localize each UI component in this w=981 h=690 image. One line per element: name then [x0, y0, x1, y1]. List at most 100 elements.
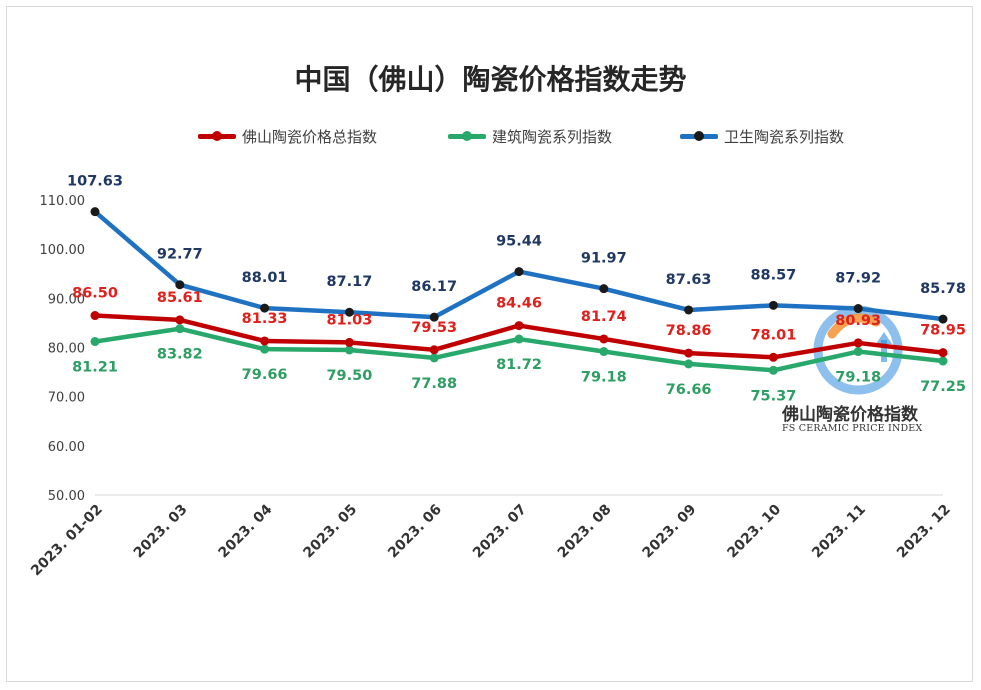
y-tick-label: 100.00 [40, 243, 86, 258]
data-label-sanitary: 86.17 [411, 279, 457, 295]
legend-item-sanitary: 卫生陶瓷系列指数 [678, 124, 844, 148]
data-point-sanitary [90, 207, 100, 217]
legend-swatch-total [196, 124, 238, 148]
y-axis: 50.00 60.00 70.00 80.00 90.00 100.00 110.00 [40, 194, 86, 504]
data-label-sanitary: 85.78 [920, 281, 966, 297]
y-tick-label: 110.00 [40, 194, 86, 209]
data-label-total: 81.33 [242, 311, 288, 327]
data-label-building: 81.72 [496, 357, 542, 373]
data-point-total [344, 337, 354, 347]
x-tick-label: 2023. 11 [809, 502, 869, 562]
data-label-layer: 81.21 83.82 79.66 79.50 77.88 81.72 79.18 76.66… [67, 174, 966, 405]
legend-item-building: 建筑陶瓷系列指数 [446, 124, 612, 148]
x-tick-label: 2023. 09 [640, 502, 700, 562]
data-point-sanitary [429, 312, 439, 322]
data-label-total: 78.86 [666, 323, 712, 339]
chart-legend: 佛山陶瓷价格总指数 建筑陶瓷系列指数 卫生陶瓷系列指数 [0, 124, 981, 148]
x-tick-label: 2023. 01-02 [28, 502, 106, 580]
data-point-total [260, 336, 270, 346]
data-point-sanitary [599, 284, 609, 294]
legend-label-building: 建筑陶瓷系列指数 [492, 127, 613, 146]
watermark-title: 佛山陶瓷价格指数 [782, 405, 918, 425]
data-label-total: 86.50 [72, 286, 118, 302]
data-point-building [599, 347, 609, 357]
data-label-total: 81.03 [326, 312, 372, 328]
x-tick-label: 2023. 08 [555, 502, 615, 562]
data-point-building [684, 359, 694, 369]
data-label-total: 79.53 [411, 320, 457, 336]
data-label-building: 77.88 [411, 376, 457, 392]
data-label-total: 84.46 [496, 296, 542, 312]
x-tick-label: 2023. 10 [724, 501, 784, 561]
data-point-building [260, 344, 270, 354]
data-label-building: 79.18 [835, 370, 881, 386]
data-point-building [429, 353, 439, 363]
series-layer [90, 207, 948, 375]
data-label-building: 79.66 [242, 367, 288, 383]
legend-label-total: 佛山陶瓷价格总指数 [242, 127, 378, 146]
x-tick-label: 2023. 12 [894, 502, 954, 562]
data-point-total [938, 348, 948, 358]
chart-title: 中国（佛山）陶瓷价格指数走势 [294, 63, 687, 96]
data-point-sanitary [768, 300, 778, 310]
data-label-total: 78.01 [750, 327, 796, 343]
x-tick-label: 2023. 07 [470, 502, 530, 562]
data-label-sanitary: 88.01 [242, 270, 288, 286]
data-point-sanitary [260, 303, 270, 313]
data-label-building: 79.18 [581, 370, 627, 386]
x-tick-label: 2023. 04 [216, 501, 276, 561]
data-point-total [175, 315, 185, 325]
data-point-total [599, 334, 609, 344]
data-point-sanitary [684, 305, 694, 315]
legend-label-sanitary: 卫生陶瓷系列指数 [724, 127, 845, 146]
y-tick-label: 70.00 [48, 391, 85, 406]
data-label-sanitary: 95.44 [496, 234, 542, 250]
data-label-total: 78.95 [920, 323, 966, 339]
data-label-sanitary: 87.17 [326, 274, 372, 290]
x-tick-label: 2023. 05 [300, 502, 360, 562]
data-label-building: 83.82 [157, 347, 203, 363]
data-point-total [684, 348, 694, 358]
data-label-building: 77.25 [920, 379, 966, 395]
data-point-sanitary [344, 307, 354, 317]
data-point-building [344, 345, 354, 355]
data-point-building [175, 324, 185, 334]
data-point-building [514, 334, 524, 344]
data-label-total: 81.74 [581, 309, 627, 325]
y-tick-label: 80.00 [48, 342, 85, 357]
data-point-building [768, 365, 778, 375]
x-tick-label: 2023. 03 [131, 502, 191, 562]
data-point-building [90, 337, 100, 347]
data-label-sanitary: 91.97 [581, 251, 627, 267]
data-point-total [514, 321, 524, 331]
data-label-sanitary: 87.63 [666, 272, 712, 288]
data-label-total: 80.93 [835, 313, 881, 329]
data-point-sanitary [853, 304, 863, 314]
y-tick-label: 60.00 [48, 440, 85, 455]
x-tick-label: 2023. 06 [385, 502, 445, 562]
watermark-subtitle: FS CERAMIC PRICE INDEX [782, 423, 923, 434]
data-point-total [768, 352, 778, 362]
data-point-sanitary [938, 314, 948, 324]
data-label-total: 85.61 [157, 290, 203, 306]
y-tick-label: 50.00 [48, 489, 85, 504]
data-label-building: 81.21 [72, 360, 118, 376]
legend-swatch-sanitary [678, 124, 720, 148]
data-label-sanitary: 87.92 [835, 271, 881, 287]
data-point-total [429, 345, 439, 355]
data-label-building: 76.66 [666, 382, 712, 398]
data-point-total [853, 338, 863, 348]
data-point-sanitary [175, 280, 185, 290]
x-axis: 2023. 01-02 2023. 03 2023. 04 2023. 05 2023.… [28, 494, 954, 580]
y-tick-label: 90.00 [48, 292, 85, 307]
data-label-sanitary: 92.77 [157, 247, 203, 263]
data-point-total [90, 311, 100, 321]
data-point-building [853, 347, 863, 357]
legend-swatch-building [446, 124, 488, 148]
legend-item-total: 佛山陶瓷价格总指数 [196, 124, 377, 148]
data-label-sanitary: 107.63 [67, 174, 123, 190]
data-point-sanitary [514, 267, 524, 277]
data-label-building: 79.50 [326, 368, 372, 384]
data-label-building: 75.37 [750, 388, 796, 404]
